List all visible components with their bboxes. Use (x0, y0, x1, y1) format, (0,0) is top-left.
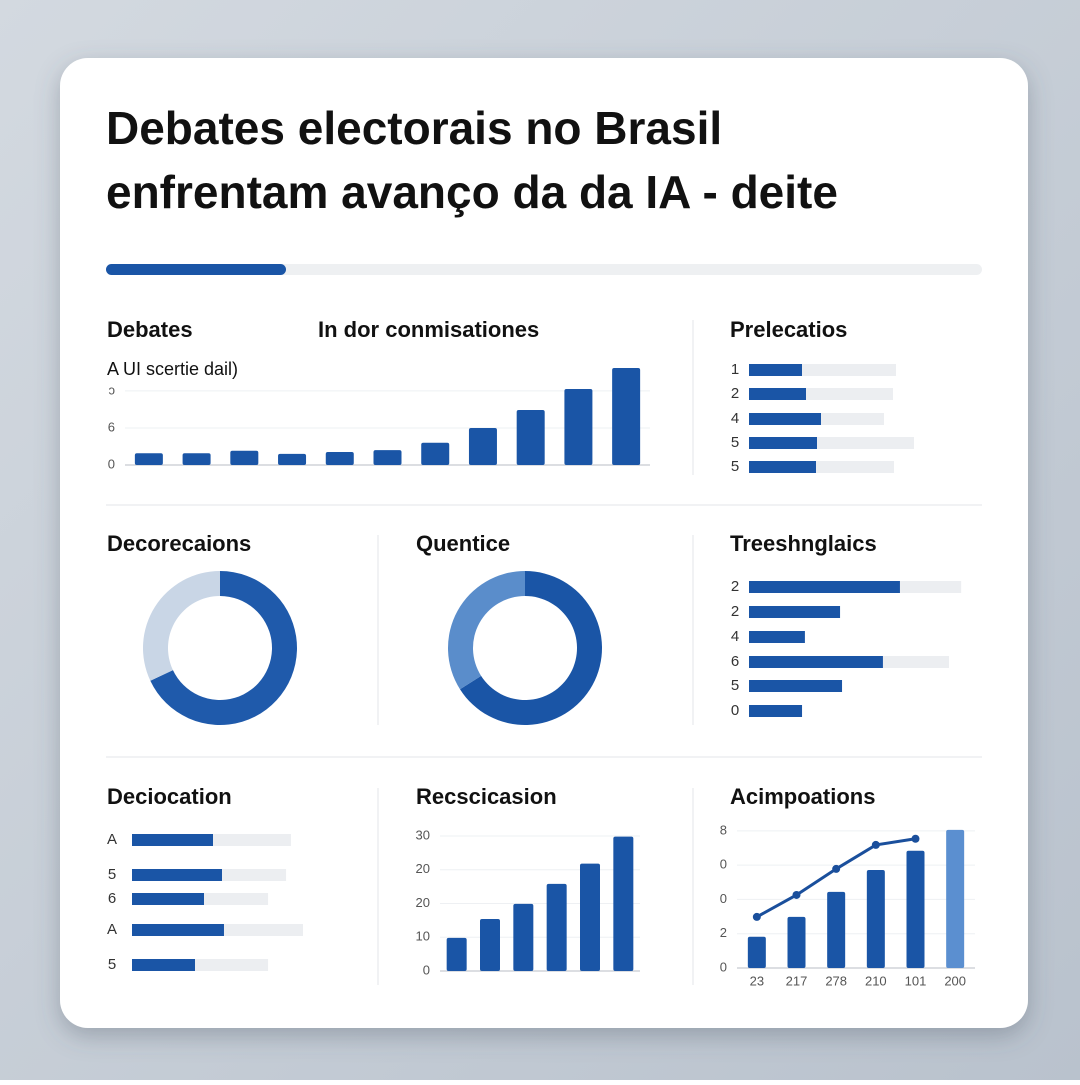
row-label: 2 (731, 578, 739, 595)
x-tick-label: 210 (865, 973, 887, 988)
y-tick-label: 8 (720, 822, 727, 837)
bar (132, 869, 222, 881)
line-point (832, 864, 841, 873)
line-point (911, 834, 920, 843)
x-tick-label: 23 (750, 973, 764, 988)
row-label: 2 (731, 385, 739, 402)
bar (516, 410, 545, 465)
bar (749, 581, 900, 593)
card (60, 58, 1028, 1028)
bar (749, 388, 806, 400)
y-tick-label: 20 (416, 861, 430, 876)
bar (132, 924, 224, 936)
row-label: 4 (731, 410, 739, 427)
panel-title: Debates (107, 317, 193, 342)
row-label: 5 (731, 458, 739, 475)
panel-title: Deciocation (107, 784, 232, 809)
bar (446, 937, 467, 971)
bar (787, 916, 806, 968)
x-tick-label: 278 (825, 973, 847, 988)
donut-segment (142, 571, 220, 681)
bar (132, 959, 195, 971)
bar (132, 834, 213, 846)
panel-title: Prelecatios (730, 317, 847, 342)
y-tick-label: 0 (720, 891, 727, 906)
line-point (792, 890, 801, 899)
donut-segment (459, 571, 602, 725)
bar (747, 936, 766, 968)
row-label: 5 (731, 434, 739, 451)
panel-title: Quentice (416, 531, 510, 556)
row-label: 6 (731, 653, 739, 670)
line-point (871, 840, 880, 849)
bar (749, 705, 803, 717)
row-label: 2 (731, 603, 739, 620)
row-label: A (107, 921, 117, 938)
panel-title: Acimpoations (730, 784, 875, 809)
bar (749, 461, 816, 473)
row-label: 1 (731, 361, 739, 378)
y-tick-label: ɔ (109, 382, 116, 397)
row-label: 6 (108, 890, 116, 907)
row-label: 0 (731, 702, 739, 719)
y-tick-label: 0 (720, 959, 727, 974)
bar (564, 389, 593, 465)
bar (866, 869, 885, 968)
bar (906, 850, 925, 968)
bar (182, 453, 211, 465)
y-tick-label: 0 (108, 456, 115, 471)
bar (421, 442, 450, 465)
bar (480, 919, 500, 971)
page-title: enfrentam avanço da da IA - deite (106, 166, 838, 218)
panel-title: Decorecaions (107, 531, 251, 556)
bar (278, 453, 307, 465)
bar (134, 453, 163, 465)
progress-track (106, 264, 982, 275)
y-tick-label: 10 (416, 929, 430, 944)
progress-fill (106, 264, 286, 275)
bar (132, 893, 204, 905)
y-tick-label: 2 (720, 925, 727, 940)
donut-segment (448, 571, 525, 690)
bar (230, 450, 259, 465)
bar (827, 891, 846, 968)
bar (325, 452, 354, 465)
bar (613, 836, 634, 971)
row-label: 5 (108, 866, 116, 883)
panel-subtitle: In dor conmisationes (318, 317, 539, 342)
bar (946, 829, 965, 968)
line-point (752, 912, 761, 921)
y-tick-label: 0 (423, 962, 430, 977)
bar (749, 364, 802, 376)
bar (749, 680, 843, 692)
y-tick-label: 20 (416, 895, 430, 910)
x-tick-label: 217 (786, 973, 808, 988)
bar (546, 883, 567, 971)
donut-segment (150, 571, 298, 725)
y-tick-label: 6 (108, 419, 115, 434)
panel-annotation: A UI scertie dail) (107, 359, 238, 379)
panel-title: Recscicasion (416, 784, 557, 809)
row-label: A (107, 831, 117, 848)
page-title: Debates electorais no Brasil (106, 102, 722, 154)
bar (749, 437, 817, 449)
row-label: 5 (108, 956, 116, 973)
bar (749, 606, 841, 618)
bar (468, 427, 497, 465)
x-tick-label: 200 (944, 973, 966, 988)
bar (373, 450, 402, 465)
y-tick-label: 0 (720, 857, 727, 872)
bar (749, 413, 821, 425)
bar (749, 656, 883, 668)
bar (580, 863, 600, 971)
row-label: 4 (731, 628, 739, 645)
bar (749, 631, 805, 643)
bar (513, 903, 534, 971)
bar (612, 368, 641, 465)
x-tick-label: 101 (905, 973, 927, 988)
y-tick-label: 30 (416, 827, 430, 842)
panel-title: Treeshnglaics (730, 531, 877, 556)
row-label: 5 (731, 677, 739, 694)
